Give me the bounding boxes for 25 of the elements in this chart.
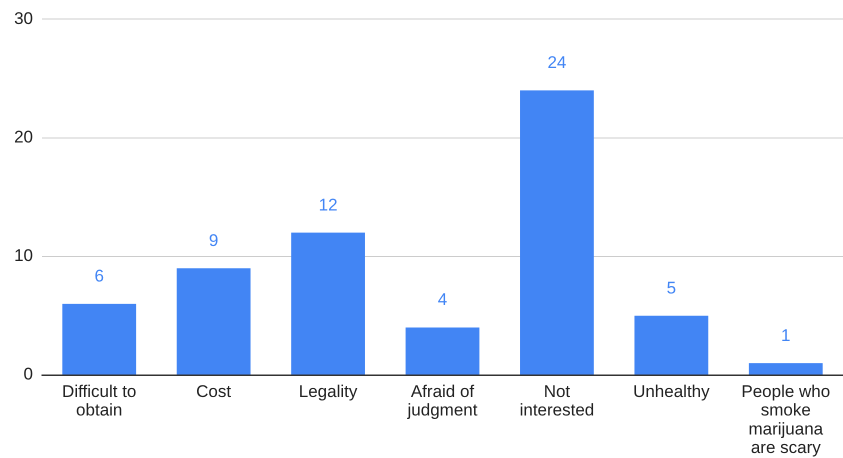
bar xyxy=(176,268,251,374)
y-tick-label: 20 xyxy=(14,127,33,146)
bar xyxy=(520,90,594,374)
x-tick-label: Afraid of judgment xyxy=(406,382,478,420)
y-tick-label: 0 xyxy=(24,364,33,384)
data-label: 1 xyxy=(781,326,791,345)
x-tick-label: Cost xyxy=(196,382,232,402)
data-label: 24 xyxy=(547,53,566,72)
data-label: 12 xyxy=(318,195,338,214)
x-tick-label: Unhealthy xyxy=(633,382,710,402)
x-tick-label: Not interested xyxy=(520,382,594,420)
x-tick-label: Legality xyxy=(298,382,358,402)
bar xyxy=(634,316,708,374)
x-tick-label: Difficult to obtain xyxy=(62,382,136,420)
x-tick-label: People who smoke marijuana are scary xyxy=(741,382,830,458)
data-label: 9 xyxy=(208,230,218,250)
data-label: 6 xyxy=(94,266,104,286)
bar xyxy=(406,328,480,374)
data-label: 4 xyxy=(438,290,448,310)
y-tick-label: 10 xyxy=(14,246,33,266)
bar xyxy=(748,363,823,374)
bar xyxy=(62,304,136,374)
data-label: 5 xyxy=(666,278,676,298)
y-tick-label: 30 xyxy=(14,8,33,28)
bar xyxy=(291,232,365,374)
